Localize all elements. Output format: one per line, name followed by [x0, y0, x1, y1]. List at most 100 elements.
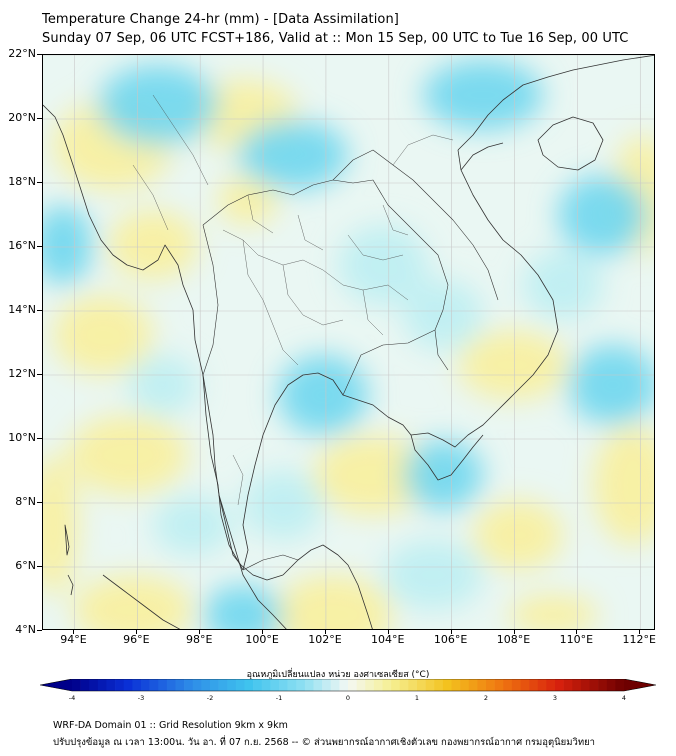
border-myanmar-thai — [202, 224, 219, 376]
coastline-andaman — [202, 374, 244, 571]
lon-tick-mark — [450, 630, 452, 634]
colorbar-swatch — [339, 679, 349, 691]
map-subtitle: Sunday 07 Sep, 06 UTC FCST+186, Valid at… — [42, 31, 629, 46]
coastline-andaman-islands — [64, 524, 70, 556]
lat-tick-label: 18°N — [8, 175, 36, 188]
lat-tick-mark — [37, 374, 42, 375]
temperature-field — [43, 60, 654, 629]
colorbar-swatch — [580, 679, 590, 691]
lat-tick-label: 6°N — [15, 559, 36, 572]
province-lines — [132, 94, 454, 506]
lon-tick-label: 94°E — [60, 633, 87, 646]
lon-tick-mark — [136, 630, 138, 634]
coastline-hainan — [537, 116, 604, 171]
colorbar-outline — [40, 679, 656, 692]
colorbar-swatch — [106, 679, 116, 691]
map-panel — [42, 54, 655, 630]
colorbar-swatch — [97, 679, 107, 691]
map-title: Temperature Change 24-hr (mm) - [Data As… — [42, 12, 399, 27]
colorbar-swatch — [80, 679, 90, 691]
colorbar-swatch — [598, 679, 608, 691]
field-patch — [458, 330, 568, 400]
lon-tick-mark — [73, 630, 75, 634]
field-patch — [273, 575, 393, 629]
footer-credit: ปรับปรุงข้อมูล ณ เวลา 13:00น. วัน อา. ที… — [53, 737, 595, 748]
lon-tick-mark — [639, 630, 641, 634]
colorbar-tick-label: -4 — [68, 694, 76, 702]
colorbar-swatch — [563, 679, 573, 691]
field-patch — [403, 440, 483, 510]
lat-tick-mark — [37, 566, 42, 567]
colorbar-swatch — [468, 679, 478, 691]
lat-lon-grid — [43, 55, 654, 629]
field-patch — [278, 355, 368, 435]
lat-tick-mark — [37, 54, 42, 55]
colorbar-swatch — [348, 679, 357, 691]
colorbar-swatch — [606, 679, 616, 691]
colorbar-tick-label: 4 — [621, 694, 627, 702]
colorbar-swatch — [511, 679, 521, 691]
colorbar-swatch — [166, 679, 176, 691]
colorbar-swatch — [304, 679, 314, 691]
colorbar-tick-label: 0 — [345, 694, 351, 702]
lat-tick-label: 12°N — [8, 367, 36, 380]
colorbar-swatch — [89, 679, 99, 691]
footer-model-info: WRF-DA Domain 01 :: Grid Resolution 9km … — [53, 720, 288, 731]
colorbar-swatch — [417, 679, 426, 691]
colorbar-tick-label: -3 — [137, 694, 145, 702]
field-patch — [523, 250, 603, 320]
field-patch — [473, 500, 563, 570]
coastline-gulf-thailand — [242, 372, 412, 571]
lat-tick-mark — [37, 630, 42, 631]
field-patch — [108, 210, 198, 280]
lat-tick-mark — [37, 182, 42, 183]
colorbar-tick-label: 3 — [552, 694, 558, 702]
colorbar-swatch — [365, 679, 375, 691]
field-patch — [53, 295, 153, 375]
coastline-tonkin — [460, 142, 504, 171]
colorbar-swatch — [253, 679, 263, 691]
lon-tick-mark — [387, 630, 389, 634]
colorbar-swatch — [175, 679, 185, 691]
coastline-south-china — [457, 55, 654, 151]
colorbar-swatch — [279, 679, 288, 691]
colorbar-min-extend — [40, 679, 72, 691]
lat-tick-label: 14°N — [8, 303, 36, 316]
colorbar-swatch — [270, 679, 280, 691]
colorbar-swatch — [158, 679, 168, 691]
lon-tick-mark — [576, 630, 578, 634]
colorbar-swatch — [296, 679, 306, 691]
lon-tick-label: 106°E — [433, 633, 468, 646]
field-patch — [383, 540, 483, 610]
colorbar-swatch — [520, 679, 530, 691]
colorbar-swatch — [615, 679, 625, 691]
colorbar-swatch — [408, 679, 418, 691]
lat-tick-mark — [37, 438, 42, 439]
lon-tick-label: 110°E — [559, 633, 594, 646]
colorbar-swatch — [555, 679, 564, 691]
lat-tick-label: 10°N — [8, 431, 36, 444]
lat-tick-label: 8°N — [15, 495, 36, 508]
coastline-myanmar-west — [43, 104, 284, 581]
colorbar-max-extend — [624, 679, 656, 691]
coastline-nicobar — [67, 574, 74, 596]
coastline-malay-east — [282, 544, 373, 629]
border-thai-malaysia — [242, 554, 299, 571]
field-patch — [568, 345, 654, 425]
colorbar-swatch — [201, 679, 211, 691]
colorbar-swatch — [494, 679, 504, 691]
colorbar-swatch — [391, 679, 401, 691]
colorbar-tick-label: 1 — [414, 694, 420, 702]
field-patch — [313, 435, 433, 515]
colorbar-swatch — [425, 679, 435, 691]
colorbar-swatch — [399, 679, 409, 691]
lat-tick-label: 16°N — [8, 239, 36, 252]
field-patch — [338, 225, 428, 305]
colorbar — [40, 679, 656, 692]
colorbar-swatch — [572, 679, 582, 691]
colorbar-swatch — [503, 679, 513, 691]
field-patch — [43, 205, 93, 285]
coastline-malay-west — [218, 494, 287, 629]
colorbar-swatch — [149, 679, 159, 691]
lon-tick-mark — [262, 630, 264, 634]
